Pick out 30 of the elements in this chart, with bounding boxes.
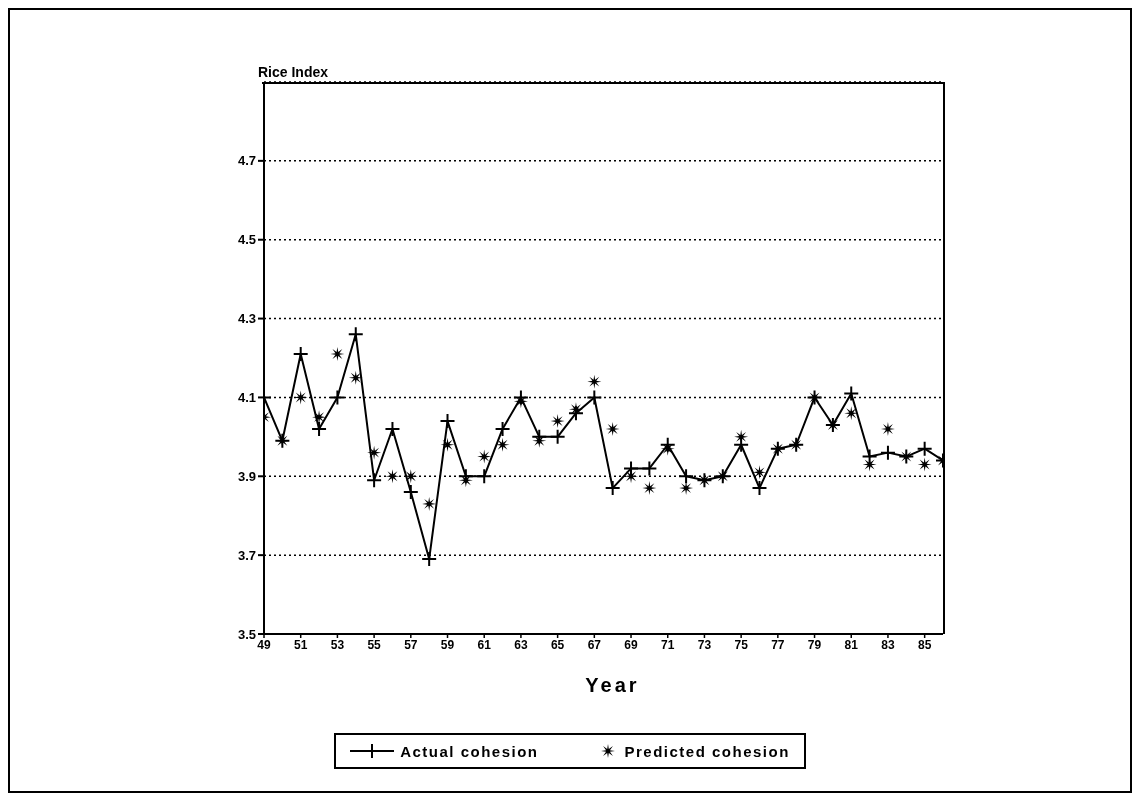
x-tick-label: 71 <box>661 637 675 652</box>
x-tick-label: 63 <box>514 637 528 652</box>
x-tick-label: 85 <box>917 637 932 652</box>
x-tick-label: 65 <box>550 637 565 652</box>
y-tick-label: 4.3 <box>237 311 256 327</box>
x-tick-label: 83 <box>881 637 895 652</box>
x-tick-label: 77 <box>771 637 785 652</box>
x-tick-label: 73 <box>697 637 712 652</box>
x-tick-label: 69 <box>624 637 639 652</box>
x-tick-label: 53 <box>330 637 345 652</box>
y-tick-label: 3.7 <box>237 547 256 563</box>
y-tick-label: 4.7 <box>237 153 256 169</box>
legend-label: Predicted cohesion <box>624 742 790 760</box>
x-tick-label: 67 <box>587 637 602 652</box>
y-tick-label: 4.1 <box>237 390 256 406</box>
x-tick-label: 51 <box>294 637 308 652</box>
x-tick-label: 49 <box>257 637 271 652</box>
x-tick-label: 57 <box>404 637 418 652</box>
y-tick-label: 3.5 <box>237 626 256 642</box>
x-tick-label: 79 <box>807 637 822 652</box>
y-tick-label: 4.5 <box>237 232 256 248</box>
y-tick-label: 3.9 <box>237 468 256 484</box>
x-axis-title: Year <box>584 674 641 697</box>
x-tick-label: 75 <box>734 637 749 652</box>
x-tick-label: 61 <box>477 637 492 652</box>
legend-label: Actual cohesion <box>400 742 539 760</box>
x-tick-label: 81 <box>844 637 859 652</box>
x-tick-label: 59 <box>440 637 455 652</box>
x-tick-label: 55 <box>367 637 382 652</box>
y-axis-title: Rice Index <box>258 64 329 80</box>
